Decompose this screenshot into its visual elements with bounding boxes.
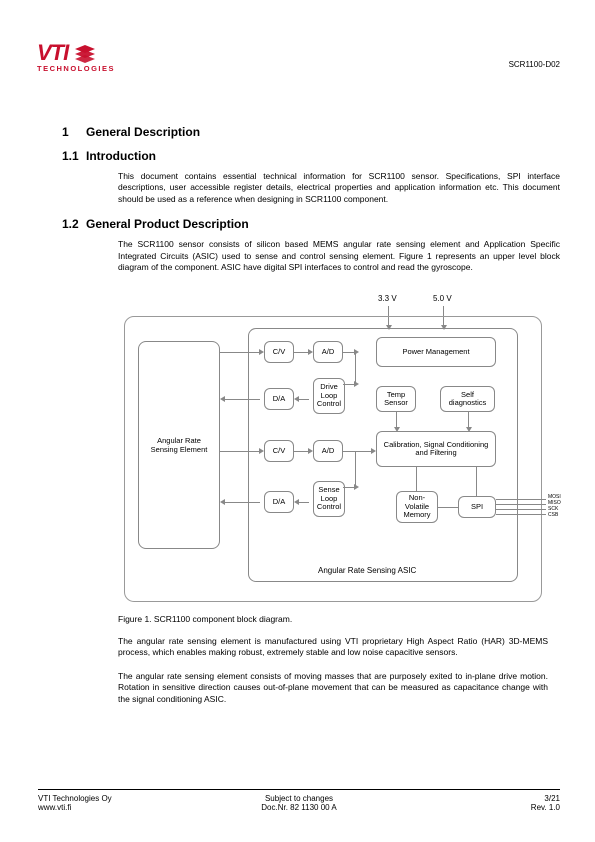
- da-box-1: D/A: [264, 388, 294, 410]
- calibration-box: Calibration, Signal Conditioning and Fil…: [376, 431, 496, 467]
- ad-box-1: A/D: [313, 341, 343, 363]
- sensing-element-box: Angular Rate Sensing Element: [138, 341, 220, 549]
- nvm-box: Non-Volatile Memory: [396, 491, 438, 523]
- h2-number: 1.2: [62, 217, 86, 231]
- connector-line: [355, 451, 356, 487]
- h1-title: General Description: [86, 125, 200, 139]
- arrow-icon: [294, 451, 309, 452]
- footer-rev: Rev. 1.0: [386, 803, 560, 812]
- logo-icon: [72, 43, 98, 63]
- arrow-icon: [220, 352, 260, 353]
- spi-box: SPI: [458, 496, 496, 518]
- voltage-label-50: 5.0 V: [433, 294, 452, 303]
- footer-url: www.vti.fi: [38, 803, 212, 812]
- footer-right: 3/21 Rev. 1.0: [386, 794, 560, 812]
- drive-loop-box: Drive Loop Control: [313, 378, 345, 414]
- header: VTI TECHNOLOGIES SCR1100-D02: [37, 40, 560, 90]
- arrow-icon: [343, 384, 355, 385]
- arrow-icon: [343, 352, 355, 353]
- arrow-icon: [468, 412, 469, 428]
- sensing-element-label: Angular Rate Sensing Element: [143, 436, 215, 454]
- ad-box-2: A/D: [313, 440, 343, 462]
- heading-1-1: 1.1Introduction: [62, 149, 560, 163]
- h1-number: 1: [62, 125, 86, 139]
- product-desc-paragraph: The SCR1100 sensor consists of silicon b…: [118, 239, 560, 273]
- arrow-icon: [298, 502, 309, 503]
- asic-label: Angular Rate Sensing ASIC: [318, 566, 416, 575]
- footer-company: VTI Technologies Oy: [38, 794, 212, 803]
- self-diag-box: Self diagnostics: [440, 386, 495, 412]
- h2-title: Introduction: [86, 149, 156, 163]
- arrow-icon: [298, 399, 309, 400]
- da-box-2: D/A: [264, 491, 294, 513]
- connector-line: [496, 499, 546, 500]
- connector-line: [438, 507, 458, 508]
- figure-caption: Figure 1. SCR1100 component block diagra…: [118, 614, 548, 624]
- footer-page: 3/21: [386, 794, 560, 803]
- arrow-icon: [224, 399, 260, 400]
- arrow-icon: [224, 502, 260, 503]
- connector-line: [476, 467, 477, 496]
- page-footer: VTI Technologies Oy www.vti.fi Subject t…: [38, 789, 560, 812]
- footer-docnr: Doc.Nr. 82 1130 00 A: [212, 803, 386, 812]
- footer-subject: Subject to changes: [212, 794, 386, 803]
- heading-1: 1General Description: [62, 125, 560, 139]
- arrow-icon: [343, 487, 355, 488]
- power-mgmt-box: Power Management: [376, 337, 496, 367]
- post-paragraph-1: The angular rate sensing element is manu…: [118, 636, 548, 659]
- content: 1General Description 1.1Introduction Thi…: [62, 125, 560, 705]
- post-paragraph-2: The angular rate sensing element consist…: [118, 671, 548, 705]
- arrow-icon: [220, 451, 260, 452]
- arrow-icon: [294, 352, 309, 353]
- document-id: SCR1100-D02: [509, 60, 560, 69]
- cv-box-2: C/V: [264, 440, 294, 462]
- footer-left: VTI Technologies Oy www.vti.fi: [38, 794, 212, 812]
- page: VTI TECHNOLOGIES SCR1100-D02 1General De…: [0, 0, 595, 842]
- footer-center: Subject to changes Doc.Nr. 82 1130 00 A: [212, 794, 386, 812]
- arrow-icon: [343, 451, 372, 452]
- arrow-icon: [396, 412, 397, 428]
- cv-box-1: C/V: [264, 341, 294, 363]
- h2-title: General Product Description: [86, 217, 249, 231]
- block-diagram: 3.3 V 5.0 V Angular Rate Sensing Element…: [118, 286, 548, 705]
- heading-1-2: 1.2General Product Description: [62, 217, 560, 231]
- logo: VTI TECHNOLOGIES: [37, 40, 560, 73]
- h2-number: 1.1: [62, 149, 86, 163]
- pin-csb: CSB: [548, 513, 558, 519]
- connector-line: [496, 514, 546, 515]
- sense-loop-box: Sense Loop Control: [313, 481, 345, 517]
- connector-line: [416, 467, 417, 491]
- connector-line: [355, 352, 356, 384]
- temp-sensor-box: Temp Sensor: [376, 386, 416, 412]
- intro-paragraph: This document contains essential technic…: [118, 171, 560, 205]
- logo-subtitle: TECHNOLOGIES: [37, 64, 560, 73]
- logo-text: VTI: [37, 40, 68, 66]
- connector-line: [496, 504, 546, 505]
- connector-line: [496, 509, 546, 510]
- voltage-label-33: 3.3 V: [378, 294, 397, 303]
